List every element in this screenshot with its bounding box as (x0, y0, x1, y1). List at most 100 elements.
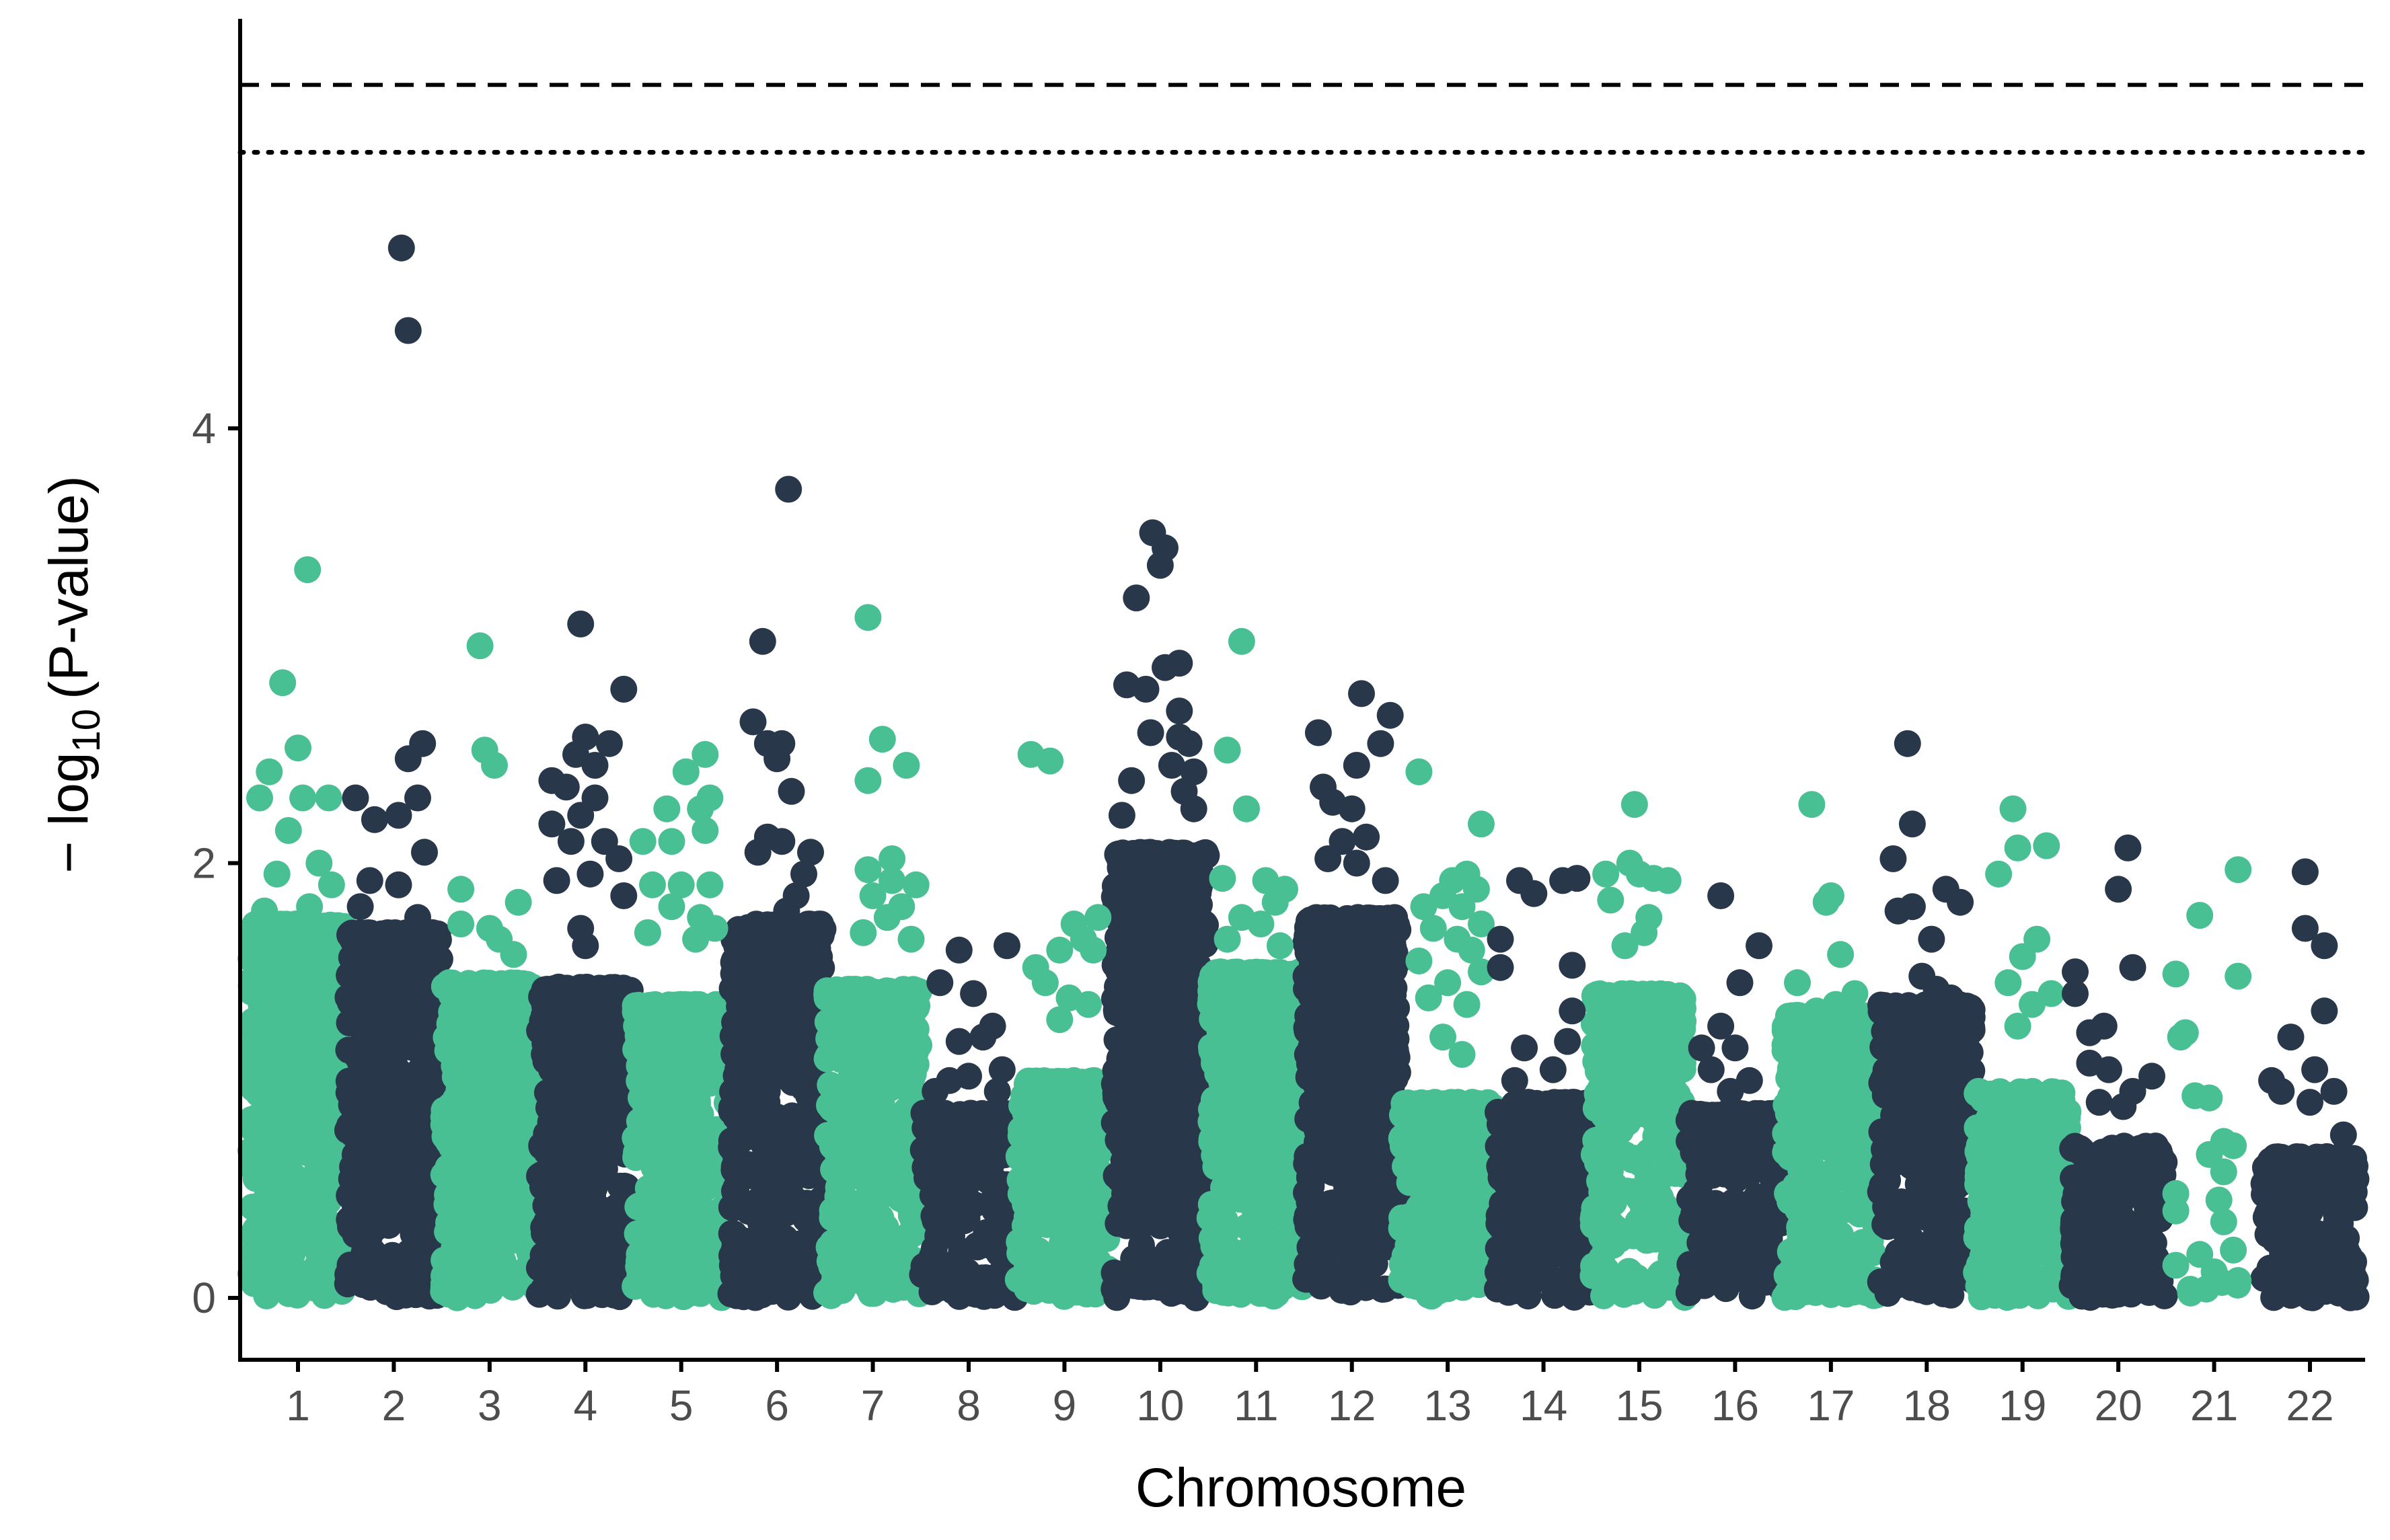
point (1128, 839, 1156, 867)
point (468, 1103, 496, 1130)
point (384, 1203, 412, 1231)
point (833, 1118, 861, 1145)
point (938, 1222, 965, 1249)
point (1150, 942, 1177, 970)
point (788, 1015, 815, 1043)
point (1361, 1071, 1388, 1099)
point (735, 931, 762, 959)
point (537, 1216, 565, 1243)
point (1238, 1188, 1265, 1215)
point (678, 1202, 706, 1229)
point (573, 1008, 601, 1036)
point (732, 1016, 759, 1044)
point (776, 1170, 804, 1198)
point (770, 956, 797, 984)
point (587, 1221, 614, 1249)
point (402, 1026, 430, 1053)
point (867, 1076, 895, 1104)
point (911, 1114, 939, 1142)
point (1125, 1181, 1153, 1208)
point (1259, 1105, 1287, 1132)
point (844, 976, 872, 1003)
point (1307, 962, 1335, 989)
point (400, 1151, 428, 1179)
point (720, 1178, 748, 1205)
point (960, 1191, 987, 1219)
point (371, 1098, 398, 1126)
point (237, 1137, 265, 1165)
point (1296, 1050, 1323, 1077)
point (630, 1043, 657, 1071)
point (749, 1166, 777, 1194)
point (274, 1026, 302, 1054)
point (272, 1163, 299, 1190)
point (1230, 1040, 1258, 1067)
point (1159, 1173, 1187, 1200)
point (1293, 1150, 1320, 1178)
point (1036, 1124, 1063, 1151)
point (553, 974, 581, 1002)
point (532, 1192, 560, 1219)
point (1198, 1128, 1226, 1155)
point (640, 1179, 667, 1206)
point (1310, 1019, 1337, 1047)
point (1239, 1234, 1267, 1262)
point (1081, 1140, 1109, 1167)
point (1347, 1110, 1375, 1137)
point (1170, 914, 1198, 941)
point (546, 1056, 573, 1084)
point (1347, 1209, 1375, 1237)
point (278, 999, 306, 1026)
point (436, 1010, 463, 1038)
point (435, 973, 463, 1001)
point (748, 1281, 776, 1309)
point (1299, 931, 1327, 958)
point (285, 1215, 313, 1242)
point (264, 1138, 291, 1165)
point (295, 1186, 322, 1213)
point (1126, 900, 1154, 927)
point (1006, 1239, 1034, 1267)
point (317, 1234, 344, 1262)
point (360, 1066, 387, 1093)
point (358, 942, 385, 970)
point (1068, 1075, 1096, 1103)
point (878, 1041, 905, 1069)
point (295, 983, 323, 1011)
point (237, 1260, 264, 1288)
point (950, 1145, 978, 1172)
point (281, 1076, 308, 1104)
point (872, 1126, 899, 1153)
point (1113, 1212, 1140, 1239)
point (1042, 1070, 1069, 1098)
point (430, 1161, 457, 1189)
point (1178, 849, 1205, 877)
point (379, 949, 407, 976)
point (299, 1133, 327, 1161)
point (1335, 1076, 1361, 1104)
point (1111, 1026, 1139, 1054)
point (291, 1056, 318, 1084)
point (430, 1104, 457, 1130)
threshold-lines (237, 83, 2368, 155)
point (571, 1113, 599, 1141)
point (244, 1113, 272, 1141)
point (1298, 1172, 1325, 1200)
point (880, 998, 907, 1026)
point (649, 1116, 677, 1144)
point (476, 1195, 503, 1223)
point (1122, 931, 1150, 958)
point (755, 1036, 782, 1063)
point (483, 976, 510, 1004)
point (1100, 1109, 1128, 1137)
point (1314, 1206, 1341, 1233)
point (741, 961, 768, 989)
point (363, 1150, 391, 1178)
point (1251, 1149, 1279, 1176)
point (543, 1003, 570, 1031)
point (835, 1069, 862, 1097)
point (305, 963, 333, 991)
data-points (237, 234, 2370, 1311)
point (1147, 995, 1174, 1022)
